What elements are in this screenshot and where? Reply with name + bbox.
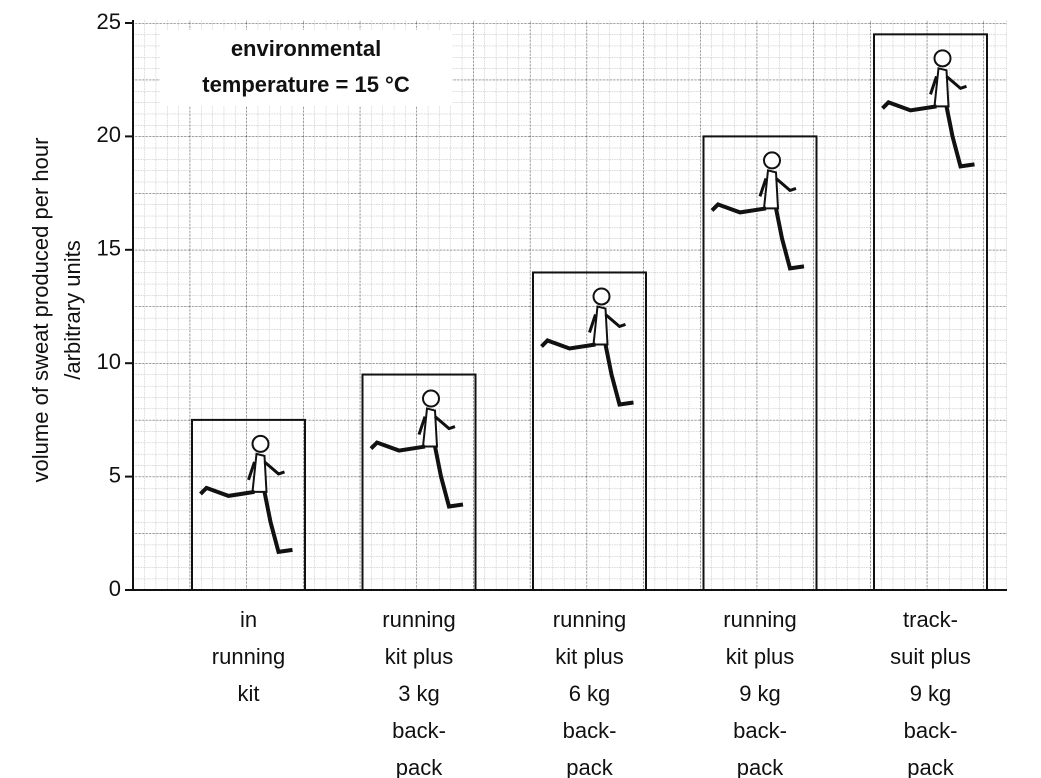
x-tick-label: running bbox=[723, 607, 796, 632]
annotation: temperature = 15 °C bbox=[202, 72, 410, 97]
x-tick-label: 6 kg bbox=[569, 681, 611, 706]
x-tick-label: 9 kg bbox=[739, 681, 781, 706]
y-tick-label: 20 bbox=[97, 122, 121, 147]
x-tick-label: pack bbox=[737, 755, 784, 778]
x-tick-label: running bbox=[382, 607, 455, 632]
bar bbox=[192, 420, 305, 590]
bar bbox=[363, 375, 476, 590]
x-tick-label: kit bbox=[238, 681, 260, 706]
x-tick-label: back- bbox=[563, 718, 617, 743]
bar bbox=[874, 34, 987, 590]
bar bbox=[533, 272, 646, 590]
x-tick-label: 9 kg bbox=[910, 681, 952, 706]
y-axis-label: volume of sweat produced per hour bbox=[28, 138, 53, 483]
y-tick-label: 15 bbox=[97, 236, 121, 261]
x-tick-label: kit plus bbox=[726, 644, 794, 669]
y-tick-label: 25 bbox=[97, 9, 121, 34]
x-tick-label: kit plus bbox=[555, 644, 623, 669]
chart: environmental temperature = 15 °C volume… bbox=[0, 0, 1041, 778]
x-tick-label: pack bbox=[907, 755, 954, 778]
annotation: environmental bbox=[231, 36, 381, 61]
y-tick-label: 10 bbox=[97, 349, 121, 374]
x-tick-label: running bbox=[212, 644, 285, 669]
x-tick-label: running bbox=[553, 607, 626, 632]
x-tick-label: pack bbox=[396, 755, 443, 778]
x-tick-label: back- bbox=[733, 718, 787, 743]
y-tick-label: 0 bbox=[109, 576, 121, 601]
x-tick-label: pack bbox=[566, 755, 613, 778]
x-tick-label: kit plus bbox=[385, 644, 453, 669]
y-tick-label: 5 bbox=[109, 462, 121, 487]
x-tick-label: track- bbox=[903, 607, 958, 632]
x-tick-label: back- bbox=[904, 718, 958, 743]
x-tick-label: in bbox=[240, 607, 257, 632]
x-tick-label: suit plus bbox=[890, 644, 971, 669]
x-tick-label: 3 kg bbox=[398, 681, 440, 706]
x-tick-label: back- bbox=[392, 718, 446, 743]
page: environmental temperature = 15 °C volume… bbox=[0, 0, 1041, 778]
y-axis-label: /arbitrary units bbox=[60, 240, 85, 379]
